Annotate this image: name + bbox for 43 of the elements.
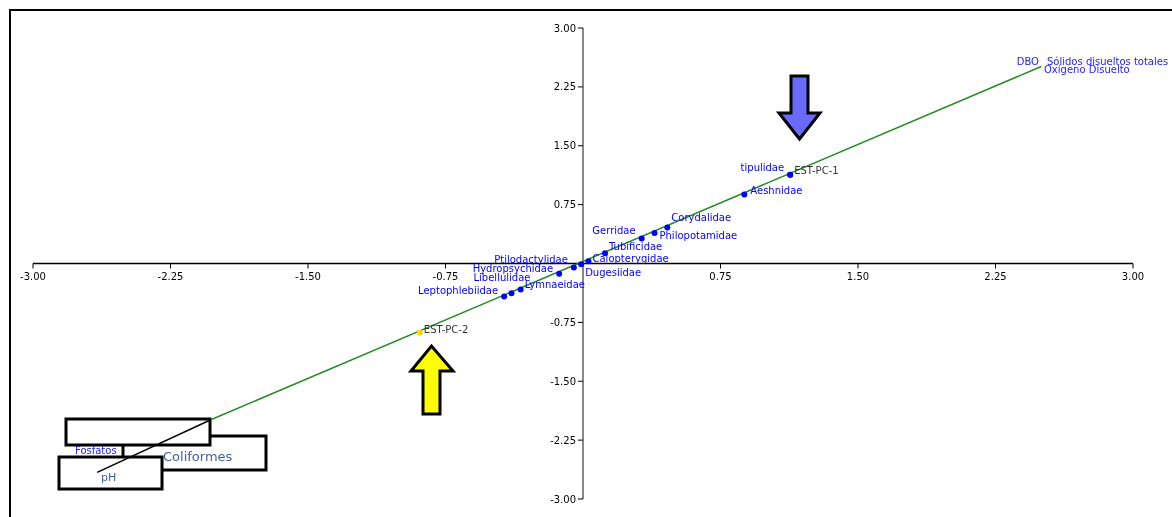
x-tick-label: -3.00 [20,270,46,282]
point [741,191,748,198]
data-label: Leptophlebiidae [418,285,499,297]
point [638,235,645,242]
point [585,258,592,265]
point [416,329,423,336]
x-tick-label: -1.50 [295,270,321,282]
annotation: Coliformes [163,449,233,464]
data-label: Dugesiidae [585,267,642,279]
annotation: pH [101,471,117,484]
data-label: EST-PC-2 [423,323,469,335]
data-label: EST-PC-1 [794,164,839,176]
x-tick-label: -0.75 [432,270,459,282]
y-tick-label: -2.25 [550,434,576,446]
x-tick-label: 1.50 [846,270,870,282]
point [556,270,563,277]
point [517,286,524,293]
y-tick-label: 2.25 [553,81,576,93]
y-tick-label: -1.50 [550,375,576,387]
x-tick-label: -2.25 [157,270,184,282]
data-label: Ptilodactylidae [494,254,568,266]
data-label: Aeshnidae [750,185,803,197]
x-tick-label: 0.75 [709,270,732,282]
point [508,290,515,297]
annotation: Fosfatos [75,445,117,456]
point [501,293,508,300]
point [651,229,658,236]
y-tick-label: 3.00 [553,22,576,34]
point [664,224,671,231]
point [578,261,585,268]
annotation: Oxígeno Disuelto [1044,64,1130,75]
y-tick-label: -0.75 [550,316,576,328]
y-tick-label: 0.75 [553,199,576,211]
data-label: Calopterygidae [592,253,669,265]
x-tick-label: 2.25 [984,270,1007,282]
annotation: DBO [1016,56,1040,67]
y-tick-label: 1.50 [553,140,576,152]
data-label: tipulidae [740,161,785,173]
y-tick-label: -3.00 [550,493,576,505]
x-tick-label: 3.00 [1121,270,1145,282]
data-label: Gerridae [592,225,636,237]
data-label: Philopotamidae [659,229,738,241]
point [570,264,577,271]
